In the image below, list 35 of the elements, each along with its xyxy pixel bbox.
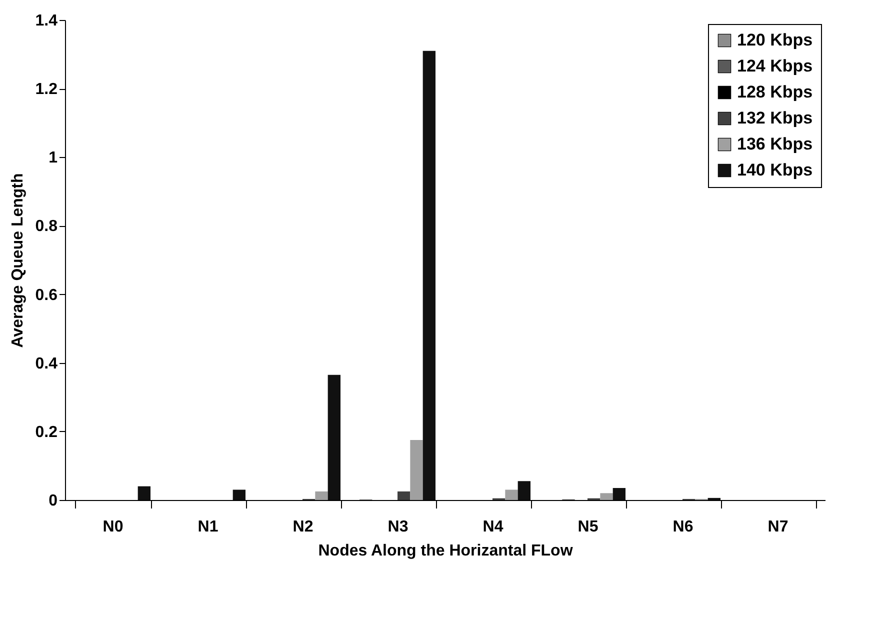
bar (138, 486, 150, 500)
legend-label: 128 Kbps (737, 82, 813, 102)
bar (315, 491, 328, 500)
x-axis-title: Nodes Along the Horizantal FLow (318, 542, 574, 560)
y-axis-title: Average Queue Length (9, 173, 26, 348)
bar (232, 490, 246, 500)
legend-label: 120 Kbps (737, 30, 813, 50)
legend-label: 136 Kbps (737, 134, 813, 154)
legend-label: 124 Kbps (737, 56, 813, 76)
x-tick-label: N5 (578, 518, 598, 536)
bar (422, 50, 436, 500)
y-tick-label: 1.4 (35, 12, 58, 30)
y-tick-label: 0 (48, 492, 58, 510)
y-tick-label: 0.6 (35, 286, 58, 304)
legend-label: 140 Kbps (737, 160, 813, 180)
legend-label: 132 Kbps (737, 108, 813, 128)
bar (612, 488, 626, 500)
bar (505, 490, 518, 500)
x-tick-label: N6 (672, 518, 694, 536)
x-tick-label: N4 (482, 518, 504, 536)
bar (328, 374, 340, 500)
bar (410, 440, 423, 500)
x-tick-label: N0 (102, 518, 124, 536)
bar (600, 493, 613, 500)
x-tick-label: N7 (768, 518, 788, 536)
x-tick-label: N3 (388, 518, 408, 536)
y-tick-label: 0.8 (35, 218, 58, 236)
x-tick-label: N2 (292, 518, 314, 536)
y-tick-label: 0.4 (35, 355, 58, 372)
y-tick-label: 1.2 (35, 81, 58, 98)
y-tick-label: 1 (48, 150, 58, 167)
x-tick-label: N1 (198, 518, 218, 536)
y-tick-label: 0.2 (35, 424, 58, 441)
bar (398, 491, 410, 500)
bar (518, 481, 530, 500)
